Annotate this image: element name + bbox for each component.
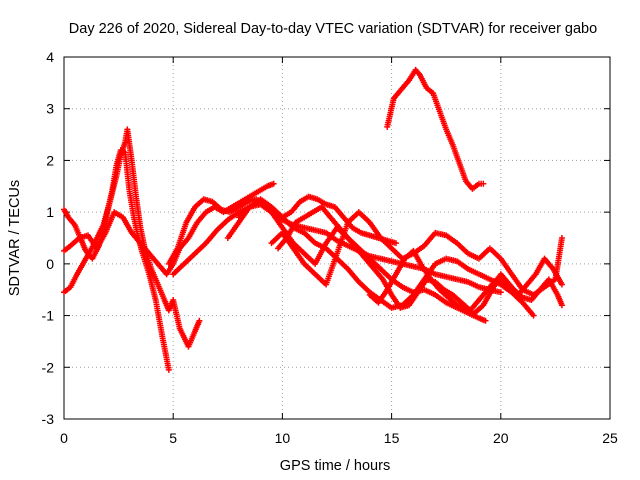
y-tick-label: 4 (46, 49, 54, 65)
y-tick-labels: -3 -2 -1 0 1 2 3 4 (42, 49, 55, 427)
chart-title: Day 226 of 2020, Sidereal Day-to-day VTE… (69, 21, 597, 37)
y-axis-label: SDTVAR / TECUs (7, 180, 23, 296)
data-point (165, 366, 172, 373)
data-point (558, 281, 565, 288)
series-track-10 (366, 247, 565, 316)
y-tick-label: -1 (42, 308, 55, 324)
y-tick-label: 2 (46, 152, 54, 168)
series-track-8 (268, 209, 565, 298)
y-tick-label: 1 (46, 204, 54, 220)
y-tick-label: -2 (42, 359, 55, 375)
x-tick-label: 10 (275, 430, 291, 446)
x-axis-label: GPS time / hours (280, 458, 390, 474)
y-tick-label: 0 (46, 256, 54, 272)
y-tick-label: 3 (46, 101, 54, 117)
x-tick-label: 20 (493, 430, 509, 446)
series-track-11 (384, 66, 487, 192)
data-point (270, 180, 277, 187)
y-tick-label: -3 (42, 411, 55, 427)
x-tick-label: 5 (169, 430, 177, 446)
data-point (530, 312, 537, 319)
series-track-6 (224, 198, 489, 324)
data-point (558, 302, 565, 309)
data-point (497, 289, 504, 296)
data-point (392, 240, 399, 247)
x-tick-labels: 0 5 10 15 20 25 (60, 430, 618, 446)
plot-frame (63, 56, 611, 420)
data-point (480, 180, 487, 187)
series-track-5 (170, 201, 504, 296)
x-tick-label: 0 (60, 430, 68, 446)
x-tick-label: 25 (602, 430, 618, 446)
x-tick-label: 15 (384, 430, 400, 446)
data-point (196, 317, 203, 324)
data-point (482, 317, 489, 324)
data-point (558, 235, 565, 241)
data-points (61, 66, 565, 373)
axis-ticks (63, 56, 611, 420)
